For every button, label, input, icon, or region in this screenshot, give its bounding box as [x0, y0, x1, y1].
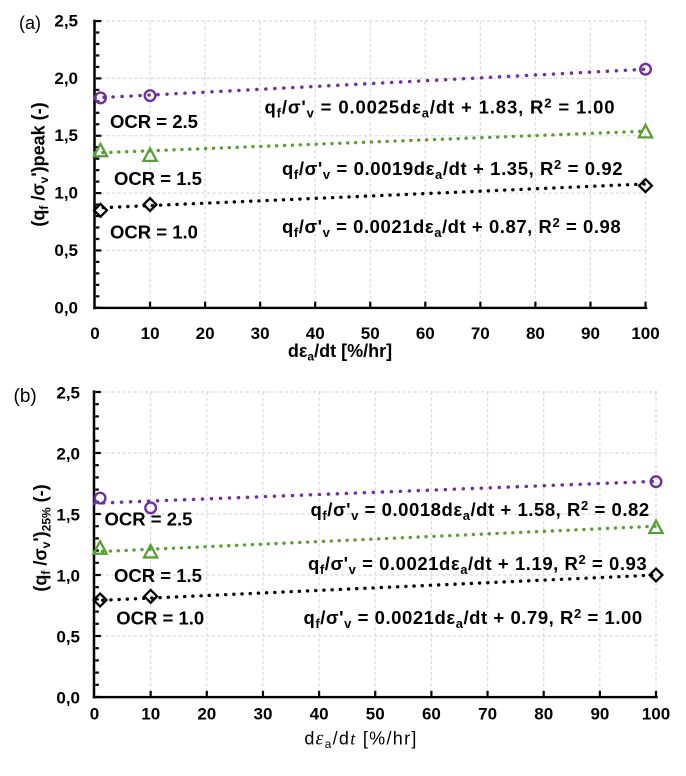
svg-text:qf​/σ'v​ = 0.0021dεa​/dt + 0.8: qf​/σ'v​ = 0.0021dεa​/dt + 0.87, R2​ = 0… — [282, 215, 621, 240]
svg-text:20: 20 — [196, 324, 215, 343]
svg-text:40: 40 — [310, 705, 329, 724]
svg-text:80: 80 — [526, 324, 545, 343]
svg-text:qf​/σ'v​ = 0.0019dεa​/dt + 1.3: qf​/σ'v​ = 0.0019dεa​/dt + 1.35, R2​ = 0… — [282, 157, 623, 182]
svg-text:1,5: 1,5 — [56, 506, 80, 525]
svg-text:(a): (a) — [19, 13, 41, 33]
svg-text:50: 50 — [361, 324, 380, 343]
svg-text:2,5: 2,5 — [54, 12, 78, 31]
svg-text:dεa/dt [%/hr]: dεa/dt [%/hr] — [304, 729, 417, 752]
svg-text:OCR = 1.5: OCR = 1.5 — [114, 565, 202, 586]
svg-text:OCR = 1.0: OCR = 1.0 — [116, 608, 204, 629]
svg-text:90: 90 — [581, 324, 600, 343]
svg-text:100: 100 — [631, 324, 659, 343]
svg-text:80: 80 — [534, 705, 553, 724]
svg-text:(qf​ /σv​')25% (-): (qf​ /σv​')25% (-) — [31, 484, 54, 591]
svg-text:30: 30 — [254, 705, 273, 724]
svg-text:20: 20 — [197, 705, 216, 724]
svg-text:2,0: 2,0 — [56, 445, 80, 464]
svg-text:60: 60 — [416, 324, 435, 343]
svg-text:50: 50 — [366, 705, 385, 724]
svg-text:100: 100 — [642, 705, 670, 724]
svg-text:0,0: 0,0 — [56, 689, 80, 708]
svg-text:60: 60 — [422, 705, 441, 724]
svg-text:(b): (b) — [14, 386, 37, 407]
svg-text:0: 0 — [90, 705, 99, 724]
svg-text:30: 30 — [251, 324, 270, 343]
svg-text:OCR = 1.0: OCR = 1.0 — [110, 222, 198, 243]
svg-text:10: 10 — [141, 324, 160, 343]
svg-text:qf​/σ'v​ = 0.0025dεa​/dt + 1.8: qf​/σ'v​ = 0.0025dεa​/dt + 1.83, R2​ = 1… — [265, 95, 616, 120]
svg-text:2,5: 2,5 — [56, 384, 80, 403]
svg-text:0,5: 0,5 — [54, 241, 78, 260]
svg-text:1,0: 1,0 — [56, 567, 80, 586]
svg-text:0: 0 — [90, 324, 99, 343]
svg-text:OCR = 2.5: OCR = 2.5 — [110, 111, 198, 132]
svg-text:2,0: 2,0 — [54, 69, 78, 88]
svg-text:qf​/σ'v​ = 0.0021dεa​/dt + 1.1: qf​/σ'v​ = 0.0021dεa​/dt + 1.19, R2​ = 0… — [308, 552, 647, 577]
svg-text:(qf​ /σv​')peak (-): (qf​ /σv​')peak (-) — [29, 102, 52, 226]
svg-text:OCR = 1.5: OCR = 1.5 — [114, 168, 202, 189]
svg-text:OCR = 2.5: OCR = 2.5 — [105, 509, 193, 530]
svg-text:10: 10 — [141, 705, 160, 724]
svg-text:70: 70 — [478, 705, 497, 724]
svg-text:40: 40 — [306, 324, 325, 343]
svg-text:70: 70 — [471, 324, 490, 343]
svg-text:0,5: 0,5 — [56, 628, 80, 647]
svg-text:90: 90 — [590, 705, 609, 724]
svg-text:1,5: 1,5 — [54, 126, 78, 145]
svg-text:1,0: 1,0 — [54, 184, 78, 203]
svg-text:qf​/σ'v​ = 0.0021dεa​/dt + 0.7: qf​/σ'v​ = 0.0021dεa​/dt + 0.79, R2​ = 1… — [304, 606, 643, 631]
svg-text:0,0: 0,0 — [54, 298, 78, 317]
svg-text:dεa​/dt [%/hr]: dεa​/dt [%/hr] — [288, 341, 392, 364]
svg-text:qf​/σ'v​ = 0.0018dεa​/dt + 1.5: qf​/σ'v​ = 0.0018dεa​/dt + 1.58, R2​ = 0… — [311, 498, 650, 523]
